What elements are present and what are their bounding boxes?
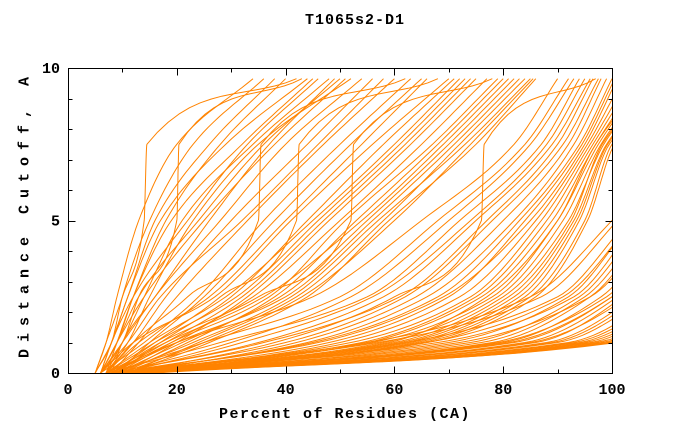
model-curve [105,78,406,374]
model-curve [111,86,613,374]
model-curve [94,78,297,374]
model-curve [111,218,613,374]
model-curve [122,119,613,374]
chart-title: T1065s2-D1 [304,12,405,29]
model-curve [111,78,499,374]
y-axis-label: Distance Cutoff, A [16,69,34,359]
model-curve [138,324,613,374]
x-tick-label: 0 [63,382,72,399]
x-axis-label: Percent of Residues (CA) [218,406,472,423]
model-curve [105,78,461,374]
model-curve [105,78,509,374]
model-curve [105,78,314,374]
model-curve [116,273,613,374]
model-curves-group [94,78,613,374]
model-curve [105,78,352,374]
y-tick-label: 0 [51,366,60,383]
model-curve [111,78,493,374]
model-curve [116,78,531,374]
model-curve [127,244,613,374]
model-curve [144,342,613,374]
model-curve [122,78,608,374]
model-curve [105,78,580,374]
model-curve [122,318,613,374]
x-tick-label: 80 [494,382,512,399]
model-curve [149,333,613,374]
model-curve [133,306,613,374]
model-curve [127,78,596,374]
model-curve [122,78,477,374]
model-curve [106,245,613,374]
model-curve [122,237,613,374]
y-tick-label: 5 [51,214,60,231]
model-curve [105,78,373,374]
model-curve [94,78,308,374]
model-curve [105,78,559,374]
model-curve [116,78,599,374]
model-curve [100,78,384,374]
model-curve [100,78,363,374]
x-tick-label: 60 [385,382,403,399]
model-curve [111,78,594,374]
model-curve [127,330,613,374]
model-curve [116,78,488,374]
y-tick-label: 10 [42,61,60,78]
model-curve [116,253,613,374]
model-curve [138,291,613,374]
model-curve [100,78,450,374]
model-curve [122,285,613,374]
model-curve [116,78,515,374]
model-curve [116,224,613,374]
model-curve [111,78,335,374]
model-curve [105,78,428,374]
x-tick-label: 40 [277,382,295,399]
model-curve [100,78,412,374]
model-curve [133,146,613,374]
model-curve [116,78,575,374]
model-curve [127,78,537,374]
model-curve [105,78,466,374]
model-curve [111,78,520,374]
model-curve [111,295,613,374]
model-curve [154,341,613,374]
model-curve [111,78,591,374]
model-curve [122,135,613,374]
model-curve [111,78,471,374]
model-curve [122,78,534,374]
model-curve [127,81,613,374]
model-curve [122,78,586,374]
model-curve [122,78,504,374]
model-curve [122,267,613,374]
model-curve [133,276,613,374]
model-curve [133,78,602,374]
x-tick-label: 20 [168,382,186,399]
model-curve [111,78,439,374]
model-curve [111,78,569,374]
x-tick-label: 100 [598,382,625,399]
model-curve [127,125,613,374]
model-curve [133,96,613,374]
model-curve [100,78,346,374]
model-curve [133,311,613,374]
model-curve [116,104,613,374]
model-curve [111,78,395,374]
model-curve [116,303,613,374]
model-curve [116,78,613,374]
